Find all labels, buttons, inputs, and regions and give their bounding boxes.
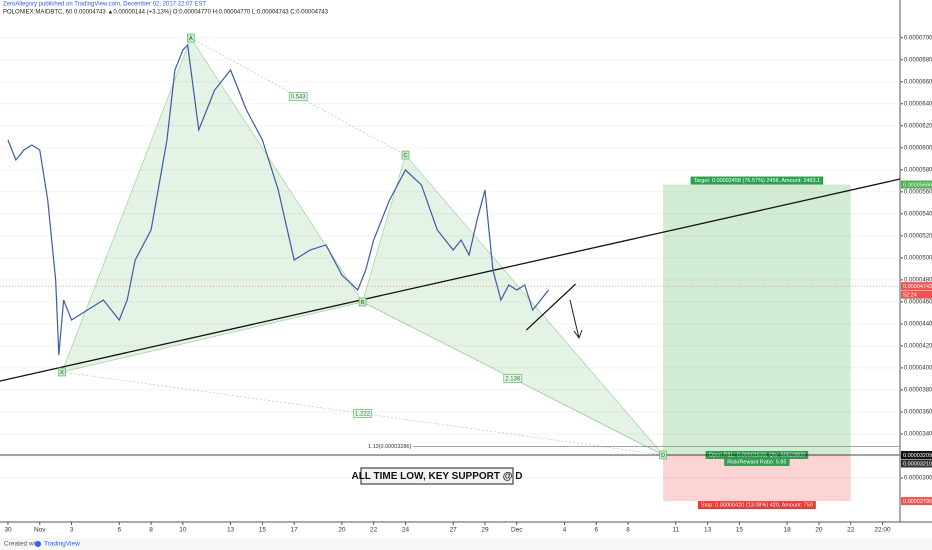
- x-tick-label: 30: [4, 527, 12, 534]
- ratio-label-bg: [724, 457, 790, 466]
- axis-badge: [901, 290, 932, 299]
- axis-badge-label: 0.00002790: [903, 499, 932, 505]
- x-tick-label: 27: [450, 527, 458, 534]
- pattern-point-label: C: [403, 153, 407, 159]
- x-tick-label: Nov: [34, 527, 46, 534]
- pattern-point-label: D: [661, 453, 665, 459]
- x-tick-label: 15: [259, 527, 267, 534]
- axis-badge-label: 0.00003209: [903, 453, 932, 459]
- pattern-point: [187, 33, 195, 43]
- annotation: ALL TIME LOW, KEY SUPPORT @ D: [351, 471, 522, 482]
- pattern-point-label: X: [60, 370, 64, 376]
- x-tick-label: 8: [626, 527, 630, 534]
- ratio-line: [61, 371, 664, 456]
- trendline: [0, 178, 901, 382]
- x-tick-label: 20: [815, 527, 823, 534]
- x-tick-label: 10: [179, 527, 187, 534]
- footer-created: Created with: [4, 541, 41, 548]
- x-tick-label: 17: [291, 527, 299, 534]
- ratio-label: 0.543: [291, 95, 307, 101]
- pattern-point: [358, 297, 367, 307]
- ratio-badge: [353, 409, 372, 418]
- annotation-box: [360, 467, 514, 485]
- y-tick-label: 0.00007000: [904, 35, 932, 41]
- pattern-fill: [61, 37, 364, 373]
- ratio-line: [190, 37, 406, 156]
- footer-brand: TradingView: [44, 541, 80, 548]
- x-tick-label: 29: [481, 527, 489, 534]
- x-tick-label: 22: [370, 527, 378, 534]
- x-tick-label: 4: [563, 527, 567, 534]
- ratio-label: Risk/Reward Ratio: 5.85: [727, 459, 786, 465]
- stop-label-bg: [697, 501, 816, 510]
- x-tick-label: 13: [227, 527, 235, 534]
- axis-badge-label: 0.00005666: [903, 182, 932, 188]
- target-label: Target: 0.00002458 (76.57%) 2458, Amount…: [694, 178, 821, 184]
- axis-badge: [901, 459, 932, 468]
- pattern-point-label: A: [189, 36, 193, 42]
- x-tick-label: 15: [736, 527, 744, 534]
- x-tick-label: 20: [338, 527, 346, 534]
- x-tick-label: 8: [149, 527, 153, 534]
- price-line: [7, 43, 550, 356]
- axis-badge: [901, 497, 932, 506]
- x-tick-label: 3: [70, 527, 74, 534]
- pnl-label: Open P&L: 0.00001533, Qty: 59523809: [709, 452, 806, 458]
- publisher: ZeroAllegory published on TradingView.co…: [3, 2, 206, 8]
- axis-badge-label: 52:24: [903, 293, 917, 299]
- x-tick-label: 24: [402, 527, 410, 534]
- x-tick-label: 22: [847, 527, 855, 534]
- x-tick-label: 11: [672, 527, 679, 534]
- pattern-point: [58, 367, 66, 377]
- plot-layer: 0.000030000.000032000.000034000.00003600…: [0, 33, 932, 534]
- pattern-point: [401, 150, 410, 160]
- trendline: [525, 283, 577, 331]
- x-tick-label: 6: [117, 527, 121, 534]
- x-tick-label: 22:00: [874, 527, 891, 534]
- ratio-label: 2.136: [505, 377, 521, 383]
- axis-badge-label: 0.00003210: [903, 461, 932, 467]
- level-label: 1.13(0.00003286): [368, 444, 412, 450]
- x-tick-label: Dec: [511, 527, 523, 534]
- target-zone: [663, 184, 851, 455]
- target-label-bg: [690, 176, 824, 185]
- ratio-badge: [288, 92, 308, 101]
- pattern-point: [659, 450, 667, 460]
- ratio-label: 1.222: [355, 412, 371, 418]
- x-tick-label: 6: [594, 527, 598, 534]
- ratio-badge: [503, 374, 523, 383]
- x-tick-label: 18: [783, 527, 791, 534]
- x-tick-label: 13: [704, 527, 712, 534]
- axis-badge: [901, 282, 932, 291]
- axis-badge-label: 0.00004743: [903, 284, 932, 290]
- footer-bar: [0, 538, 932, 550]
- arrow: [569, 299, 583, 340]
- symbol-line: POLONIEX:MAIDBTC, 60 0.00004743 ▲0.00000…: [3, 10, 329, 16]
- pattern-point-label: B: [361, 300, 365, 306]
- axis-badge: [901, 450, 932, 459]
- stop-label: Stop: 0.00000420 (13.08%) 420, Amount: 7…: [701, 503, 813, 509]
- footer-logo: [35, 541, 41, 547]
- axis-badge: [901, 180, 932, 189]
